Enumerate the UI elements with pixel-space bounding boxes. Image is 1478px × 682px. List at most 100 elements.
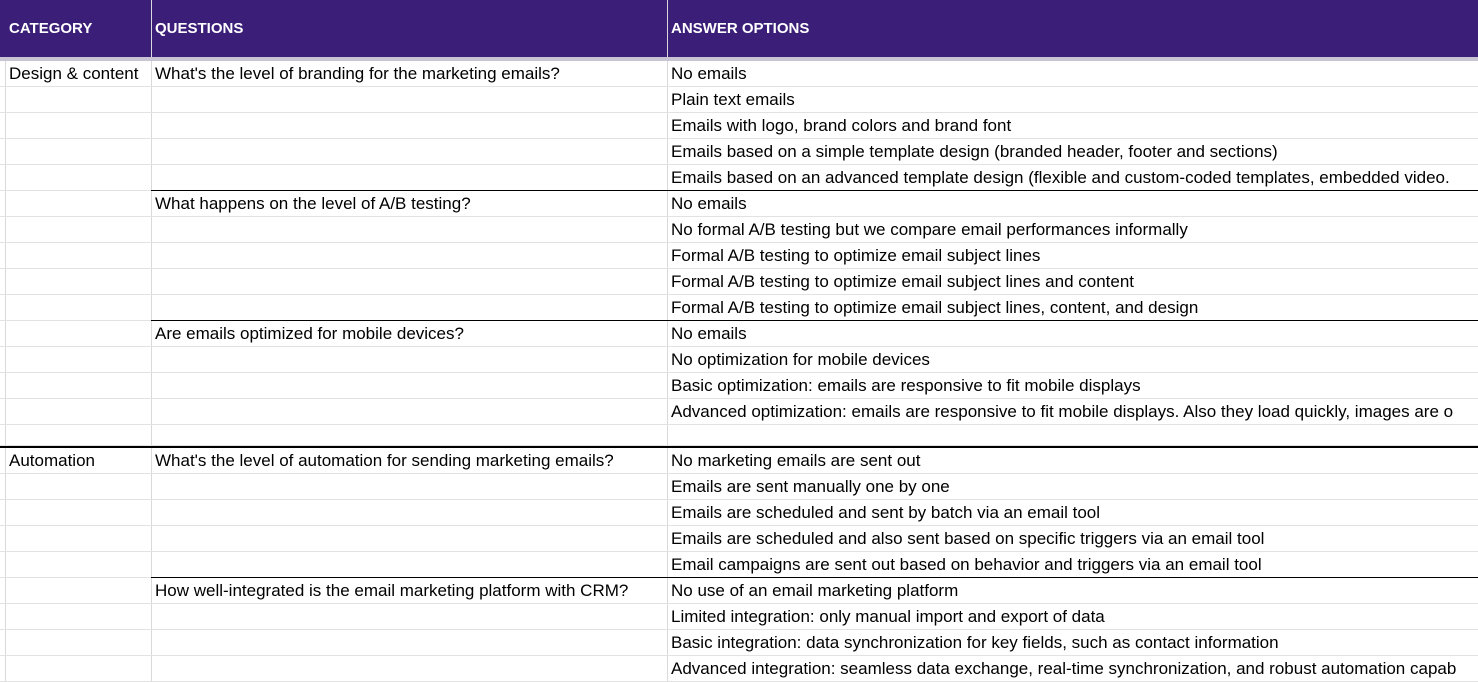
category-cell[interactable] [9,113,149,138]
table-row: Limited integration: only manual import … [0,604,1478,630]
question-cell[interactable]: Are emails optimized for mobile devices? [155,323,464,343]
header-separator [0,57,1478,61]
question-cell[interactable] [155,165,663,190]
question-cell[interactable] [155,630,663,655]
answer-cell[interactable]: Emails are scheduled and also sent based… [671,528,1265,548]
column-divider [667,0,668,682]
category-cell[interactable] [9,321,149,346]
question-cell[interactable] [155,474,663,499]
question-cell[interactable]: What's the level of branding for the mar… [155,63,560,83]
table-row: Design & content What's the level of bran… [0,61,1478,87]
question-cell[interactable] [155,217,663,242]
answer-cell[interactable]: No emails [671,323,747,343]
category-cell[interactable] [9,526,149,551]
question-cell[interactable] [155,139,663,164]
category-cell[interactable] [9,399,149,424]
answer-cell[interactable]: Emails are sent manually one by one [671,476,950,496]
question-cell[interactable]: What's the level of automation for sendi… [155,450,614,470]
question-cell[interactable] [155,526,663,551]
header-divider [151,0,152,57]
question-cell[interactable]: How well-integrated is the email marketi… [155,580,629,600]
answer-cell[interactable]: Advanced optimization: emails are respon… [671,401,1454,421]
answer-cell[interactable] [671,425,1478,445]
question-cell[interactable] [155,656,663,681]
category-cell[interactable]: Automation [9,450,95,470]
category-cell[interactable] [9,87,149,112]
table-row: No optimization for mobile devices [0,347,1478,373]
table-row: Emails are scheduled and sent by batch v… [0,500,1478,526]
answer-cell[interactable]: Emails based on an advanced template des… [671,167,1450,187]
category-cell[interactable] [9,165,149,190]
question-cell[interactable] [155,552,663,577]
category-cell[interactable] [9,474,149,499]
answer-cell[interactable]: Formal A/B testing to optimize email sub… [671,271,1135,291]
table-row: Emails based on an advanced template des… [0,165,1478,191]
table-row: How well-integrated is the email marketi… [0,578,1478,604]
table-row: Formal A/B testing to optimize email sub… [0,243,1478,269]
answer-cell[interactable]: Basic integration: data synchronization … [671,632,1279,652]
question-cell[interactable] [155,87,663,112]
category-cell[interactable] [9,139,149,164]
category-cell[interactable] [9,604,149,629]
question-group-border [151,190,1478,191]
table-row: Basic integration: data synchronization … [0,630,1478,656]
table-row: What happens on the level of A/B testing… [0,191,1478,217]
answer-cell[interactable]: No marketing emails are sent out [671,450,921,470]
category-group-border [0,446,1478,448]
question-cell[interactable] [155,113,663,138]
answer-cell[interactable]: Basic optimization: emails are responsiv… [671,375,1141,395]
question-cell[interactable] [155,604,663,629]
question-cell[interactable] [155,269,663,294]
category-cell[interactable] [9,656,149,681]
answer-cell[interactable]: Emails with logo, brand colors and brand… [671,115,1012,135]
category-cell[interactable] [9,295,149,320]
category-cell[interactable] [9,373,149,398]
category-cell[interactable] [9,217,149,242]
category-cell[interactable] [9,578,149,603]
answer-cell[interactable]: Emails based on a simple template design… [671,141,1278,161]
question-group-border [151,320,1478,321]
table-row: Formal A/B testing to optimize email sub… [0,295,1478,321]
answer-cell[interactable]: Emails are scheduled and sent by batch v… [671,502,1101,522]
header-category[interactable]: CATEGORY [9,20,93,37]
question-cell[interactable] [155,425,663,445]
question-cell[interactable] [155,347,663,372]
question-cell[interactable] [155,243,663,268]
header-questions[interactable]: QUESTIONS [155,20,244,37]
answer-cell[interactable]: Plain text emails [671,89,795,109]
category-cell[interactable] [9,191,149,216]
table-row: Advanced optimization: emails are respon… [0,399,1478,425]
category-cell[interactable] [9,243,149,268]
category-cell[interactable] [9,552,149,577]
answer-cell[interactable]: Formal A/B testing to optimize email sub… [671,297,1199,317]
table-row: Emails with logo, brand colors and brand… [0,113,1478,139]
column-divider [151,0,152,682]
category-cell[interactable] [9,630,149,655]
table-row: Are emails optimized for mobile devices?… [0,321,1478,347]
answer-cell[interactable]: No optimization for mobile devices [671,349,930,369]
answer-cell[interactable]: No emails [671,63,747,83]
answer-cell[interactable]: Advanced integration: seamless data exch… [671,658,1457,678]
question-cell[interactable] [155,500,663,525]
header-divider [667,0,668,57]
question-cell[interactable] [155,399,663,424]
answer-cell[interactable]: No use of an email marketing platform [671,580,959,600]
answer-cell[interactable]: No emails [671,193,747,213]
answer-cell[interactable]: Formal A/B testing to optimize email sub… [671,245,1041,265]
table-row: Advanced integration: seamless data exch… [0,656,1478,682]
answer-cell[interactable]: No formal A/B testing but we compare ema… [671,219,1188,239]
table-row: Emails are scheduled and also sent based… [0,526,1478,552]
question-cell[interactable] [155,373,663,398]
header-answer-options[interactable]: ANSWER OPTIONS [671,20,810,37]
question-cell[interactable] [155,295,663,320]
question-cell[interactable]: What happens on the level of A/B testing… [155,193,471,213]
category-cell[interactable] [9,425,149,445]
table-row: Plain text emails [0,87,1478,113]
table-row: Automation What's the level of automation… [0,448,1478,474]
answer-cell[interactable]: Limited integration: only manual import … [671,606,1105,626]
category-cell[interactable] [9,269,149,294]
category-cell[interactable] [9,500,149,525]
category-cell[interactable]: Design & content [9,63,139,83]
answer-cell[interactable]: Email campaigns are sent out based on be… [671,554,1262,574]
category-cell[interactable] [9,347,149,372]
